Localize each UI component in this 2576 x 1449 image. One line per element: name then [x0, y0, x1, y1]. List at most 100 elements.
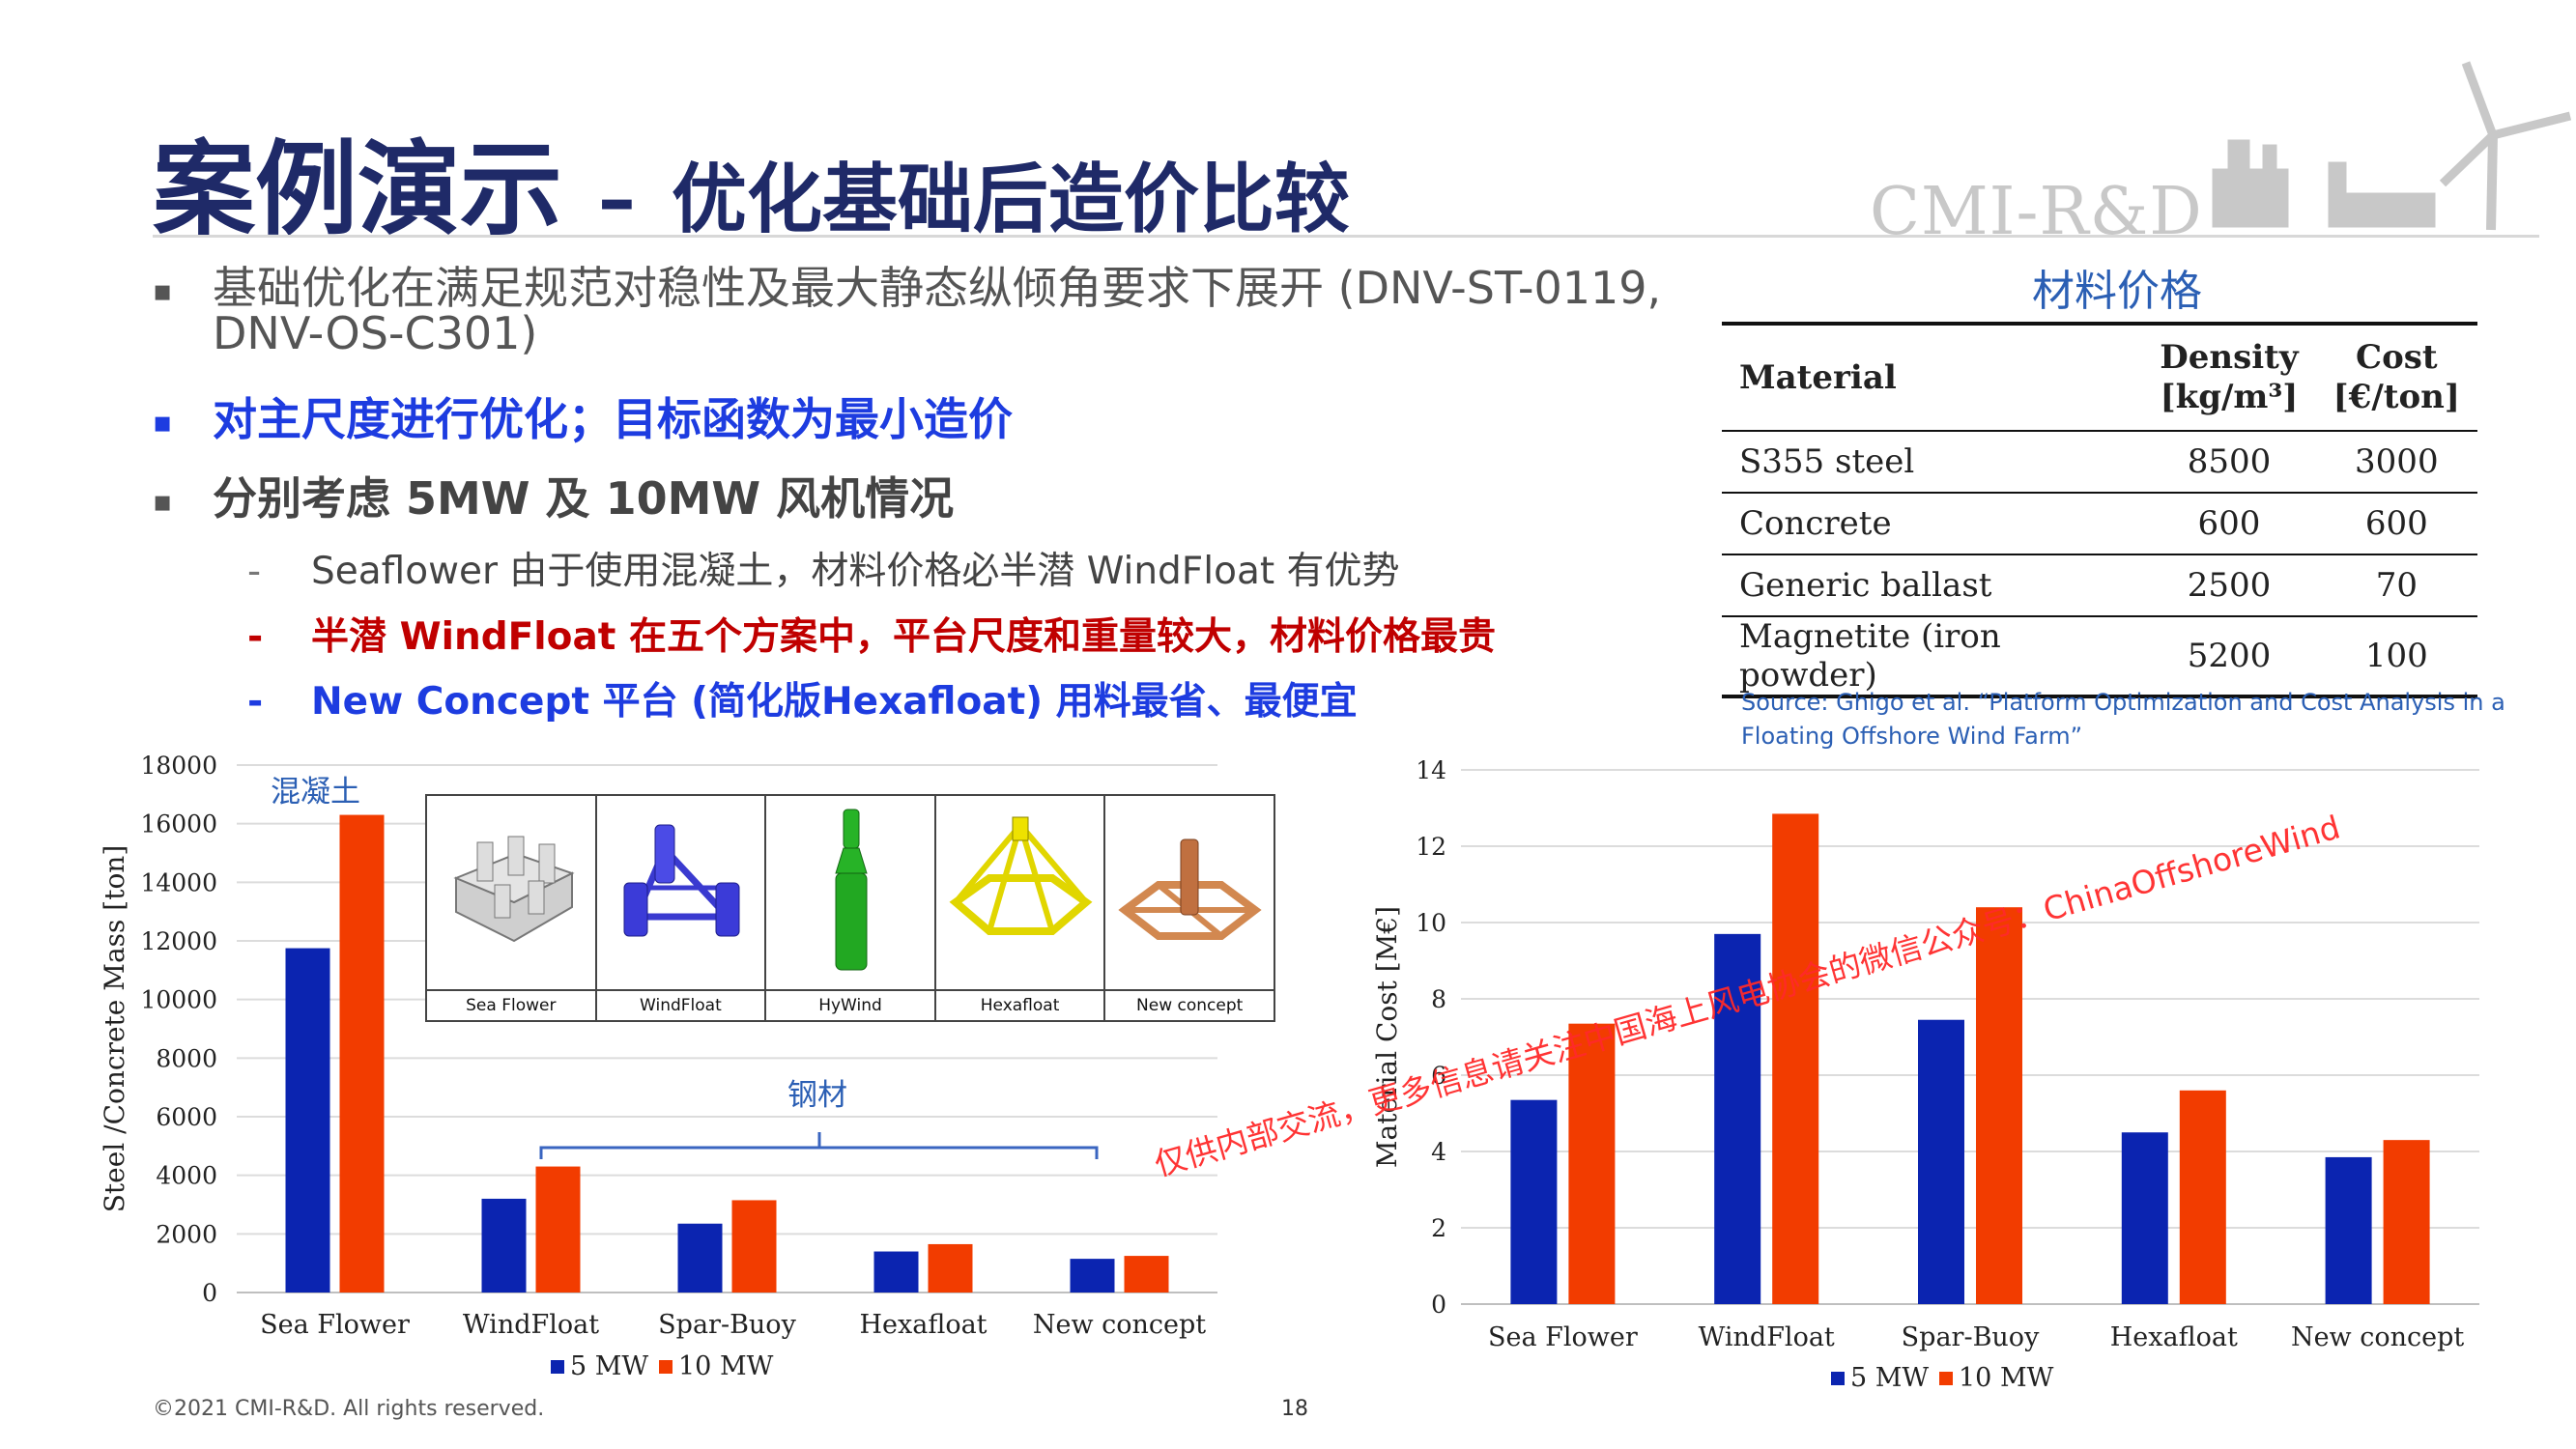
col-cost: Cost [€/ton] [2333, 338, 2460, 416]
bar-10mw [535, 1166, 581, 1293]
y-tick-label: 2 [1431, 1214, 1446, 1242]
table-header-row: Material Density [kg/m³] Cost [€/ton] [1722, 324, 2477, 431]
table-row: Magnetite (iron powder) 5200 100 [1722, 616, 2477, 696]
legend-swatch [1831, 1372, 1845, 1385]
bar-10mw [928, 1243, 973, 1293]
bar-10mw [1568, 1023, 1616, 1304]
material-price-title: 材料价格 [2032, 267, 2202, 316]
subbullet-seaflower: - Seaflower 由于使用混凝土，材料价格必半潜 WindFloat 有优势 [247, 550, 1400, 593]
y-tick-label: 12 [1416, 833, 1446, 861]
bar-5mw [1070, 1259, 1115, 1293]
bar-10mw [1124, 1256, 1169, 1293]
hywind-spar-icon [835, 809, 868, 971]
y-tick-label: 14000 [140, 868, 217, 896]
bar-5mw [677, 1223, 723, 1293]
y-tick-label: 0 [1431, 1291, 1446, 1319]
inset-hywind: HyWind [766, 796, 936, 1020]
y-tick-label: 10 [1416, 909, 1446, 937]
header-divider [153, 235, 2539, 238]
inset-seaflower: Sea Flower [427, 796, 597, 1020]
col-material: Material [1739, 357, 1897, 397]
y-tick-label: 12000 [140, 927, 217, 955]
subbullet-new-concept: - New Concept 平台 (简化版Hexafloat) 用料最省、最便宜 [247, 680, 1358, 724]
x-category-label: Sea Flower [260, 1310, 410, 1340]
bullet-objective: ▪ 对主尺度进行优化；目标函数为最小造价 [153, 393, 1013, 445]
y-tick-label: 4000 [156, 1162, 217, 1190]
y-tick-label: 10000 [140, 986, 217, 1014]
table-row: Concrete 600 600 [1722, 493, 2477, 554]
x-category-label: New concept [1033, 1310, 1206, 1340]
inset-label: Sea Flower [427, 989, 595, 1020]
annotation-steel: 钢材 [787, 1078, 847, 1113]
inset-windfloat: WindFloat [596, 796, 767, 1020]
bar-10mw [1772, 813, 1819, 1304]
x-category-label: New concept [2291, 1322, 2464, 1352]
bar-5mw [481, 1198, 527, 1293]
inset-label: WindFloat [596, 989, 765, 1020]
y-tick-label: 6000 [156, 1103, 217, 1131]
x-category-label: Spar-Buoy [658, 1310, 796, 1340]
legend-swatch [1939, 1372, 1953, 1385]
y-tick-label: 2000 [156, 1220, 217, 1248]
y-axis-label: Steel /Concrete Mass [ton] [99, 845, 130, 1213]
annotation-concrete: 混凝土 [271, 775, 360, 810]
y-tick-label: 8000 [156, 1044, 217, 1072]
bar-5mw [1510, 1099, 1558, 1304]
seaflower-platform-icon [453, 836, 575, 943]
page-number: 18 [1281, 1397, 1308, 1421]
y-axis-label: Material Cost [M€] [1371, 906, 1403, 1168]
material-price-table: Material Density [kg/m³] Cost [€/ton] S355… [1722, 322, 2477, 698]
bar-5mw [1918, 1019, 1964, 1304]
y-tick-label: 6 [1431, 1062, 1446, 1090]
bar-10mw [2383, 1140, 2430, 1304]
page-title: 案例演示 – 优化基础后造价比较 [153, 130, 1350, 249]
legend-label: 10 MW [678, 1351, 774, 1381]
legend-swatch [551, 1360, 564, 1374]
table-row: S355 steel 8500 3000 [1722, 431, 2477, 493]
copyright-footer: ©2021 CMI-R&D. All rights reserved. [153, 1397, 545, 1421]
legend-swatch [659, 1360, 673, 1374]
bar-5mw [285, 948, 330, 1293]
bar-5mw [2325, 1156, 2372, 1304]
y-tick-label: 8 [1431, 985, 1446, 1013]
bar-5mw [873, 1251, 919, 1293]
x-category-label: Sea Flower [1488, 1322, 1638, 1352]
x-category-label: Spar-Buoy [1902, 1322, 2040, 1352]
platform-concepts-inset: Sea Flower WindFloat HyWind [425, 794, 1275, 1022]
new-concept-platform-icon [1118, 838, 1263, 940]
bar-10mw [1976, 907, 2022, 1304]
bar-5mw [2121, 1132, 2168, 1304]
inset-label: New concept [1105, 989, 1274, 1020]
bullet-turbine-cases: ▪ 分别考虑 5MW 及 10MW 风机情况 [153, 472, 955, 525]
x-category-label: Hexafloat [2110, 1322, 2238, 1352]
x-category-label: WindFloat [463, 1310, 599, 1340]
table-row: Generic ballast 2500 70 [1722, 554, 2477, 616]
legend-label: 5 MW [570, 1351, 648, 1381]
y-tick-label: 16000 [140, 810, 217, 838]
x-category-label: Hexafloat [859, 1310, 987, 1340]
y-tick-label: 0 [202, 1279, 217, 1307]
y-tick-label: 18000 [140, 752, 217, 780]
y-tick-label: 4 [1431, 1138, 1446, 1166]
inset-label: Hexafloat [935, 989, 1104, 1020]
bar-10mw [731, 1200, 777, 1293]
inset-hexafloat: Hexafloat [935, 796, 1106, 1020]
col-density: Density [kg/m³] [2160, 338, 2299, 416]
legend-label: 5 MW [1850, 1363, 1929, 1393]
x-category-label: WindFloat [1699, 1322, 1835, 1352]
steel-bracket [539, 1132, 1099, 1159]
windfloat-platform-icon [623, 824, 740, 937]
subbullet-windfloat: - 半潜 WindFloat 在五个方案中，平台尺度和重量较大，材料价格最贵 [247, 615, 1496, 659]
bar-10mw [2179, 1090, 2226, 1304]
hexafloat-platform-icon [949, 816, 1093, 935]
bar-10mw [339, 814, 385, 1293]
bullet-optimization-criteria: ▪ 基础优化在满足规范对稳性及最大静态纵倾角要求下展开 (DNV-ST-0119, [153, 262, 1662, 314]
y-tick-label: 14 [1416, 756, 1446, 784]
bullet-optimization-criteria-cont: DNV-OS-C301) [213, 307, 538, 359]
table-source: Source: Ghigo et al. “Platform Optimizat… [1741, 689, 2505, 750]
bar-5mw [1714, 933, 1761, 1304]
legend-label: 10 MW [1959, 1363, 2054, 1393]
inset-new-concept: New concept [1105, 796, 1274, 1020]
inset-label: HyWind [766, 989, 934, 1020]
